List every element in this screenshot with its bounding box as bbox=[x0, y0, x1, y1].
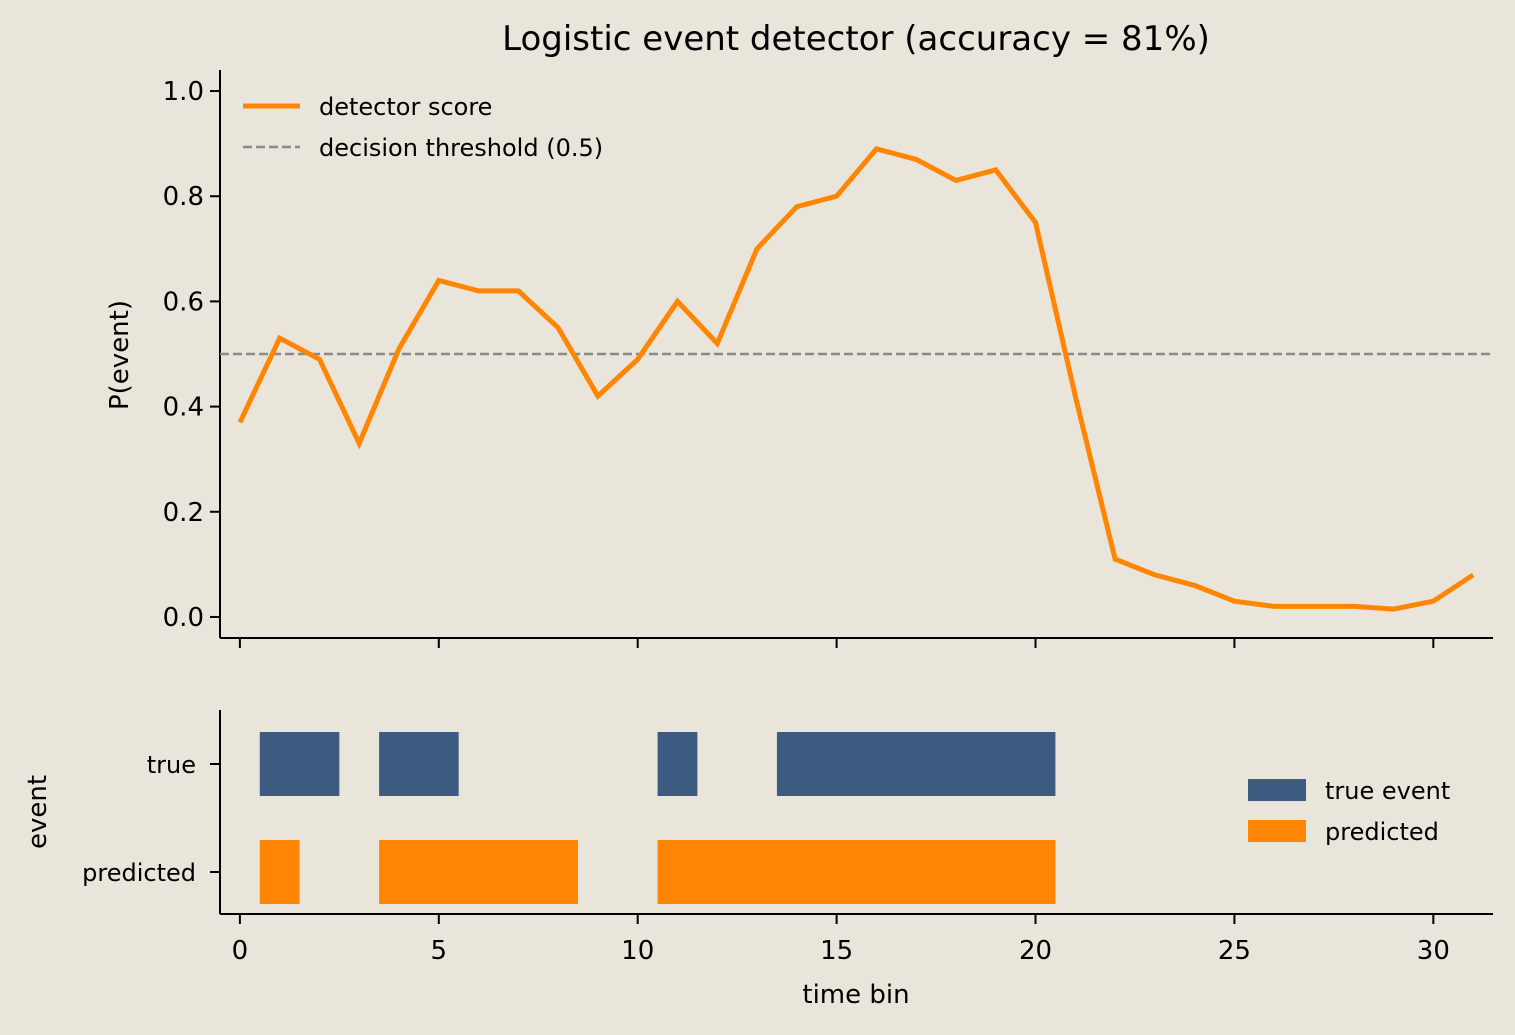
score-y-tick-label: 0.4 bbox=[163, 393, 204, 423]
legend-predicted-swatch bbox=[1248, 820, 1306, 842]
legend-predicted-label: predicted bbox=[1325, 818, 1439, 846]
score-y-tick-label: 0.2 bbox=[163, 498, 204, 528]
event-y-axis-label: event bbox=[23, 775, 53, 849]
true-event-bar bbox=[379, 732, 459, 796]
x-tick-label: 30 bbox=[1417, 936, 1450, 966]
legend-true-event-label: true event bbox=[1325, 777, 1450, 805]
detector-score-line bbox=[237, 146, 1475, 612]
true-event-bar bbox=[259, 732, 340, 796]
chart-title: Logistic event detector (accuracy = 81%) bbox=[502, 19, 1210, 59]
score-y-tick-label: 0.6 bbox=[163, 287, 204, 317]
event-row-label: true bbox=[147, 751, 196, 779]
x-tick-label: 20 bbox=[1019, 936, 1052, 966]
score-y-tick-label: 0.8 bbox=[163, 182, 204, 212]
legend-threshold-label: decision threshold (0.5) bbox=[319, 134, 603, 162]
predicted-event-bar bbox=[379, 840, 579, 904]
legend-true-event-swatch bbox=[1248, 779, 1306, 801]
score-y-tick-label: 0.0 bbox=[163, 603, 204, 633]
x-axis-label: time bin bbox=[802, 980, 909, 1010]
predicted-event-bar bbox=[657, 840, 1056, 904]
predicted-event-bar bbox=[259, 840, 300, 904]
true-event-bar bbox=[657, 732, 698, 796]
x-tick-label: 5 bbox=[431, 936, 448, 966]
score-y-tick-label: 1.0 bbox=[163, 77, 204, 107]
event-row-label: predicted bbox=[82, 859, 196, 887]
score-y-axis-label: P(event) bbox=[105, 300, 135, 410]
x-tick-label: 10 bbox=[621, 936, 654, 966]
legend-score-label: detector score bbox=[319, 93, 492, 121]
x-tick-label: 15 bbox=[820, 936, 853, 966]
x-tick-label: 0 bbox=[232, 936, 249, 966]
true-event-bar bbox=[776, 732, 1056, 796]
x-tick-label: 25 bbox=[1218, 936, 1251, 966]
